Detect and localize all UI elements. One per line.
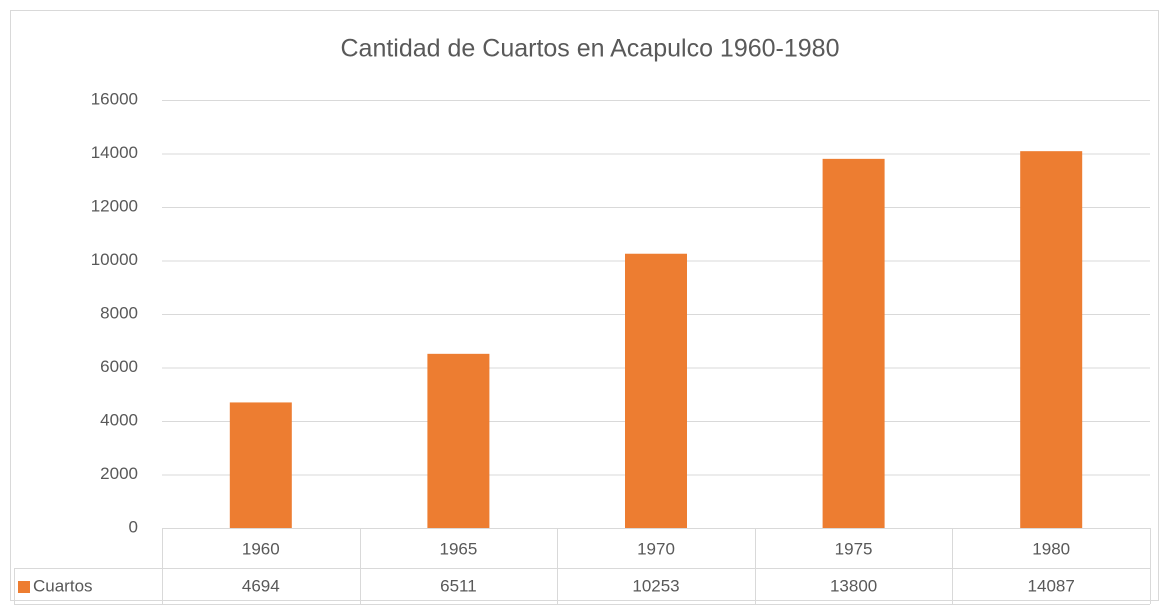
- bar: [1020, 151, 1083, 529]
- y-tick-label: 4000: [100, 410, 138, 429]
- table-value: 10253: [632, 576, 679, 595]
- y-tick-label: 16000: [91, 89, 138, 108]
- y-tick-label: 6000: [100, 357, 138, 376]
- y-tick-label: 8000: [100, 303, 138, 322]
- table-value: 13800: [830, 576, 877, 595]
- x-tick-label: 1960: [242, 539, 280, 558]
- x-tick-label: 1970: [637, 539, 675, 558]
- bar: [229, 402, 292, 528]
- legend-key: [18, 581, 30, 593]
- x-tick-label: 1980: [1032, 539, 1070, 558]
- y-tick-label: 10000: [91, 250, 138, 269]
- y-tick-label: 12000: [91, 196, 138, 215]
- table-value: 6511: [440, 576, 477, 595]
- x-tick-label: 1965: [439, 539, 477, 558]
- bar: [427, 353, 490, 528]
- chart-title: Cantidad de Cuartos en Acapulco 1960-198…: [341, 35, 840, 63]
- x-tick-label: 1975: [835, 539, 873, 558]
- bar: [822, 158, 885, 528]
- y-tick-label: 0: [129, 517, 138, 536]
- table-value: 14087: [1028, 576, 1075, 595]
- chart-border: [10, 10, 1159, 601]
- y-tick-label: 14000: [91, 143, 138, 162]
- y-tick-label: 2000: [100, 464, 138, 483]
- legend-label: Cuartos: [33, 576, 93, 595]
- bar: [625, 253, 687, 529]
- table-value: 4694: [242, 576, 280, 595]
